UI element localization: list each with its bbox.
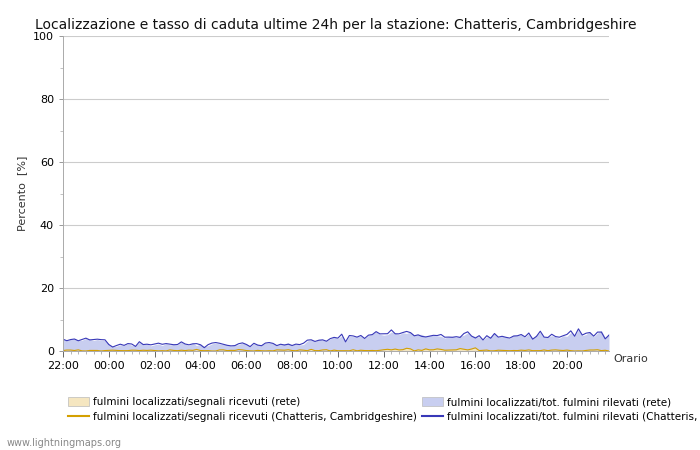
Text: www.lightningmaps.org: www.lightningmaps.org — [7, 438, 122, 448]
Legend: fulmini localizzati/segnali ricevuti (rete), fulmini localizzati/segnali ricevut: fulmini localizzati/segnali ricevuti (re… — [68, 397, 700, 423]
Text: Orario: Orario — [613, 354, 648, 364]
Y-axis label: Percento  [%]: Percento [%] — [18, 156, 27, 231]
Title: Localizzazione e tasso di caduta ultime 24h per la stazione: Chatteris, Cambridg: Localizzazione e tasso di caduta ultime … — [35, 18, 637, 32]
